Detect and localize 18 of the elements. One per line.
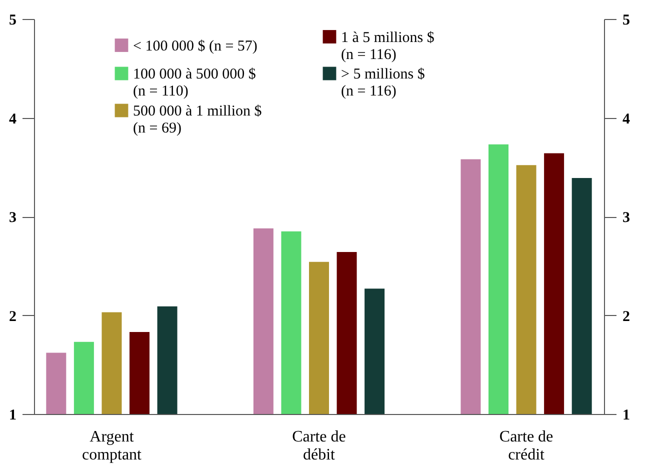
y-tick-label: 2 <box>9 308 16 325</box>
y-tick-label: 1 <box>9 408 16 424</box>
legend-label: > 5 millions $ (n = 116) <box>341 66 426 100</box>
y2-tick-label: 2 <box>622 308 630 325</box>
x-tick-label: Carte de débit <box>292 428 346 464</box>
y2-tick-label: 4 <box>622 111 630 128</box>
legend-label: < 100 000 $ (n = 57) <box>133 38 258 54</box>
legend-label: 100 000 à 500 000 $ (n = 110) <box>133 66 256 100</box>
y2-tick-label: 3 <box>622 210 630 226</box>
x-tick-label: Carte de crédit <box>499 428 554 464</box>
y2-tick-label: 5 <box>622 12 630 28</box>
legend-label: 500 000 à 1 million $ (n = 69) <box>133 104 262 136</box>
x-tick-label: Argent comptant <box>82 428 142 464</box>
y2-tick-label: 1 <box>622 408 630 424</box>
y-tick-label: 5 <box>9 12 16 28</box>
y-tick-label: 4 <box>9 111 17 128</box>
y-tick-label: 3 <box>9 210 16 226</box>
legend-label: 1 à 5 millions $ (n = 116) <box>341 30 435 63</box>
